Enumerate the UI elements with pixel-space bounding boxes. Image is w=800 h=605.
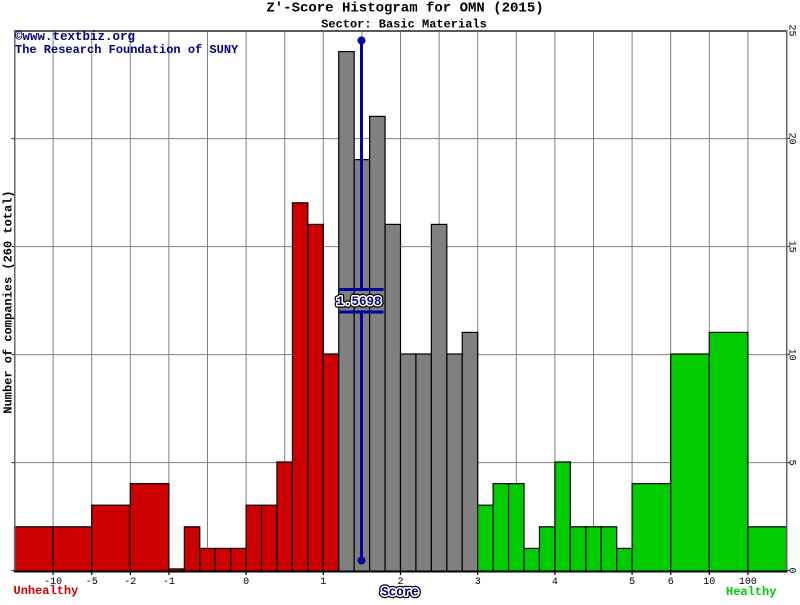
svg-text:10: 10 bbox=[786, 349, 797, 361]
svg-text:3: 3 bbox=[475, 577, 481, 588]
svg-text:The Research Foundation of SUN: The Research Foundation of SUNY bbox=[15, 43, 239, 57]
svg-text:-10: -10 bbox=[44, 577, 62, 588]
svg-text:Sector: Basic Materials: Sector: Basic Materials bbox=[321, 18, 487, 32]
svg-text:4: 4 bbox=[552, 577, 558, 588]
svg-text:1.5698: 1.5698 bbox=[336, 295, 381, 309]
svg-text:Number of companies (260 total: Number of companies (260 total) bbox=[2, 190, 16, 413]
svg-text:Z'-Score Histogram for OMN (20: Z'-Score Histogram for OMN (2015) bbox=[266, 1, 543, 17]
svg-text:5: 5 bbox=[629, 577, 635, 588]
svg-text:Score: Score bbox=[381, 586, 419, 600]
svg-text:10: 10 bbox=[703, 577, 715, 588]
svg-text:-1: -1 bbox=[163, 577, 175, 588]
svg-text:25: 25 bbox=[786, 24, 797, 36]
svg-text:-2: -2 bbox=[124, 577, 136, 588]
svg-text:20: 20 bbox=[786, 133, 797, 145]
svg-text:2: 2 bbox=[397, 577, 403, 588]
svg-text:0: 0 bbox=[243, 577, 249, 588]
svg-text:-5: -5 bbox=[86, 577, 98, 588]
svg-text:Score: Score bbox=[381, 586, 419, 600]
svg-text:0: 0 bbox=[786, 567, 797, 573]
svg-text:100: 100 bbox=[739, 577, 757, 588]
svg-text:Unhealthy: Unhealthy bbox=[14, 584, 79, 598]
svg-text:1: 1 bbox=[320, 577, 326, 588]
svg-text:Healthy: Healthy bbox=[726, 585, 776, 599]
svg-text:©www.textbiz.org: ©www.textbiz.org bbox=[15, 30, 135, 44]
svg-text:5: 5 bbox=[786, 460, 797, 466]
svg-text:1.5698: 1.5698 bbox=[336, 295, 381, 309]
svg-text:6: 6 bbox=[668, 577, 674, 588]
svg-text:1.5698: 1.5698 bbox=[336, 295, 381, 309]
svg-text:Score: Score bbox=[381, 586, 419, 600]
svg-text:15: 15 bbox=[786, 241, 797, 253]
